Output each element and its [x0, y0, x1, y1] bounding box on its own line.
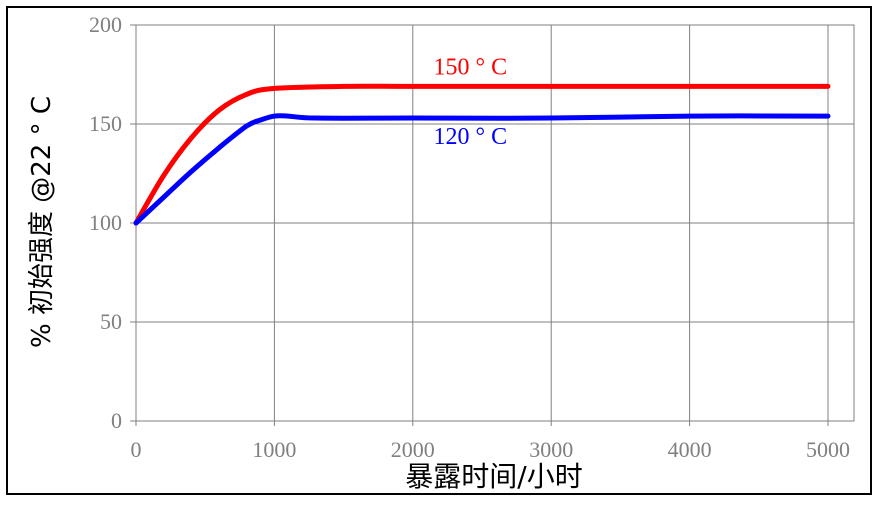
x-tick-label: 2000: [391, 437, 435, 462]
y-tick-label: 50: [100, 309, 122, 334]
x-tick-label: 3000: [529, 437, 573, 462]
y-tick-label: 150: [89, 111, 122, 136]
series-label-120: 120 ° C: [434, 124, 508, 150]
series-line-0: [133, 83, 831, 226]
grid: [130, 24, 855, 426]
series-label-150: 150 ° C: [434, 54, 508, 80]
x-tick-label: 0: [131, 437, 142, 462]
x-axis-label: 暴露时间/小时: [405, 460, 582, 493]
y-axis-ticks: 0 50 100 150 200: [89, 12, 122, 433]
y-tick-label: 200: [89, 12, 122, 37]
series-line-1: [133, 113, 831, 226]
y-tick-label: 0: [111, 408, 122, 433]
x-tick-label: 1000: [252, 437, 296, 462]
x-tick-label: 4000: [668, 437, 712, 462]
series-labels: 150 ° C 120 ° C: [434, 54, 508, 150]
y-axis-label: % 初始强度 @22 ° C: [27, 96, 57, 348]
x-axis-ticks: 0 1000 2000 3000 4000 5000: [131, 437, 851, 462]
series-lines: [133, 83, 831, 226]
y-tick-label: 100: [89, 210, 122, 235]
x-tick-label: 5000: [806, 437, 850, 462]
